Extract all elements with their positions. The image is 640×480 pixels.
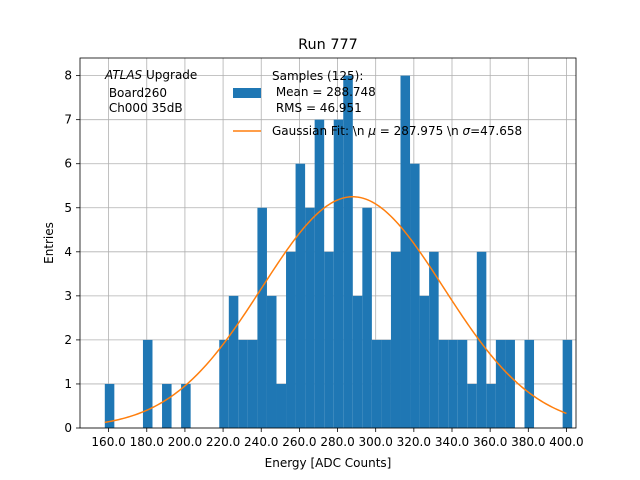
histogram-bar bbox=[429, 251, 439, 428]
y-tick-label: 2 bbox=[64, 333, 72, 347]
x-axis-label: Energy [ADC Counts] bbox=[265, 456, 392, 470]
histogram-bar bbox=[219, 339, 229, 428]
x-tick-label: 180.0 bbox=[130, 435, 164, 449]
histogram-bar bbox=[305, 207, 315, 428]
histogram-bar bbox=[419, 295, 430, 428]
y-tick-label: 8 bbox=[64, 69, 72, 83]
histogram-bar bbox=[371, 339, 382, 428]
atlas-label: ATLAS bbox=[104, 68, 143, 82]
histogram-bar bbox=[266, 295, 277, 428]
histogram-bar bbox=[324, 251, 334, 428]
histogram-bar bbox=[457, 339, 468, 428]
histogram-bar bbox=[228, 295, 239, 428]
annotation-line-1: ATLAS Upgrade bbox=[104, 68, 197, 82]
histogram-bars bbox=[104, 75, 573, 429]
histogram-bar bbox=[486, 383, 496, 428]
legend-hist-line-3: RMS = 46.951 bbox=[272, 101, 362, 115]
legend-hist-line-2: Mean = 288.748 bbox=[272, 85, 376, 99]
histogram-bar bbox=[505, 339, 515, 428]
histogram-bar bbox=[314, 119, 325, 429]
y-tick-label: 0 bbox=[64, 421, 72, 435]
x-axis-ticks: 160.0 180.0 200.0 220.0 240.0 260.0 280.0 300.0… bbox=[91, 428, 584, 449]
histogram-bar bbox=[295, 163, 306, 428]
y-tick-label: 6 bbox=[64, 157, 72, 171]
histogram-bar bbox=[438, 339, 449, 428]
y-tick-label: 3 bbox=[64, 289, 72, 303]
histogram-bar bbox=[181, 383, 191, 428]
histogram-bar bbox=[362, 207, 372, 428]
y-axis-label: Entries bbox=[42, 222, 56, 264]
legend-hist-swatch bbox=[233, 88, 261, 98]
histogram-bar bbox=[333, 119, 344, 429]
histogram-bar bbox=[247, 339, 258, 428]
x-tick-label: 300.0 bbox=[359, 435, 393, 449]
histogram-bar bbox=[448, 339, 458, 428]
annotation-line-2: Board260 bbox=[105, 86, 167, 100]
x-tick-label: 400.0 bbox=[549, 435, 583, 449]
x-tick-label: 320.0 bbox=[397, 435, 431, 449]
x-tick-label: 160.0 bbox=[91, 435, 125, 449]
chart-title: Run 777 bbox=[298, 37, 358, 53]
annotation-line-3: Ch000 35dB bbox=[105, 101, 183, 115]
y-tick-label: 4 bbox=[64, 245, 72, 259]
histogram-bar bbox=[352, 295, 363, 428]
histogram-bar bbox=[524, 339, 535, 428]
histogram-bar bbox=[104, 383, 115, 428]
histogram-bar bbox=[276, 383, 287, 428]
y-tick-label: 1 bbox=[64, 377, 72, 391]
x-tick-label: 260.0 bbox=[282, 435, 316, 449]
histogram-bar bbox=[390, 251, 401, 428]
y-axis-ticks: 0 1 2 3 4 5 6 7 8 bbox=[64, 69, 80, 435]
histogram-bar bbox=[476, 251, 487, 428]
legend-hist-line-1: Samples (125): bbox=[272, 69, 363, 83]
histogram-bar bbox=[467, 383, 477, 428]
histogram-bar bbox=[495, 339, 506, 428]
x-tick-label: 220.0 bbox=[206, 435, 240, 449]
x-tick-label: 380.0 bbox=[511, 435, 545, 449]
legend: Samples (125): Mean = 288.748 RMS = 46.9… bbox=[233, 69, 522, 138]
histogram-bar bbox=[162, 383, 172, 428]
x-tick-label: 200.0 bbox=[168, 435, 202, 449]
histogram-bar bbox=[238, 339, 248, 428]
y-tick-label: 5 bbox=[64, 201, 72, 215]
histogram-bar bbox=[257, 207, 267, 428]
histogram-bar bbox=[286, 251, 296, 428]
gaussian-fit-curve bbox=[104, 196, 567, 424]
legend-fit-label: Gaussian Fit: \n μ = 287.975 \n σ=47.658 bbox=[272, 124, 522, 138]
x-tick-label: 240.0 bbox=[244, 435, 278, 449]
x-tick-label: 360.0 bbox=[473, 435, 507, 449]
annotation-box: ATLAS Upgrade Board260 Ch000 35dB bbox=[104, 68, 197, 115]
histogram-bar bbox=[343, 75, 353, 428]
histogram-bar bbox=[562, 339, 573, 428]
histogram-bar bbox=[142, 339, 153, 428]
histogram-bar bbox=[400, 75, 411, 428]
y-tick-label: 7 bbox=[64, 113, 72, 127]
histogram-bar bbox=[381, 339, 391, 428]
plot-frame bbox=[79, 57, 577, 429]
x-tick-label: 340.0 bbox=[435, 435, 469, 449]
x-tick-label: 280.0 bbox=[320, 435, 354, 449]
histogram-bar bbox=[410, 163, 420, 428]
